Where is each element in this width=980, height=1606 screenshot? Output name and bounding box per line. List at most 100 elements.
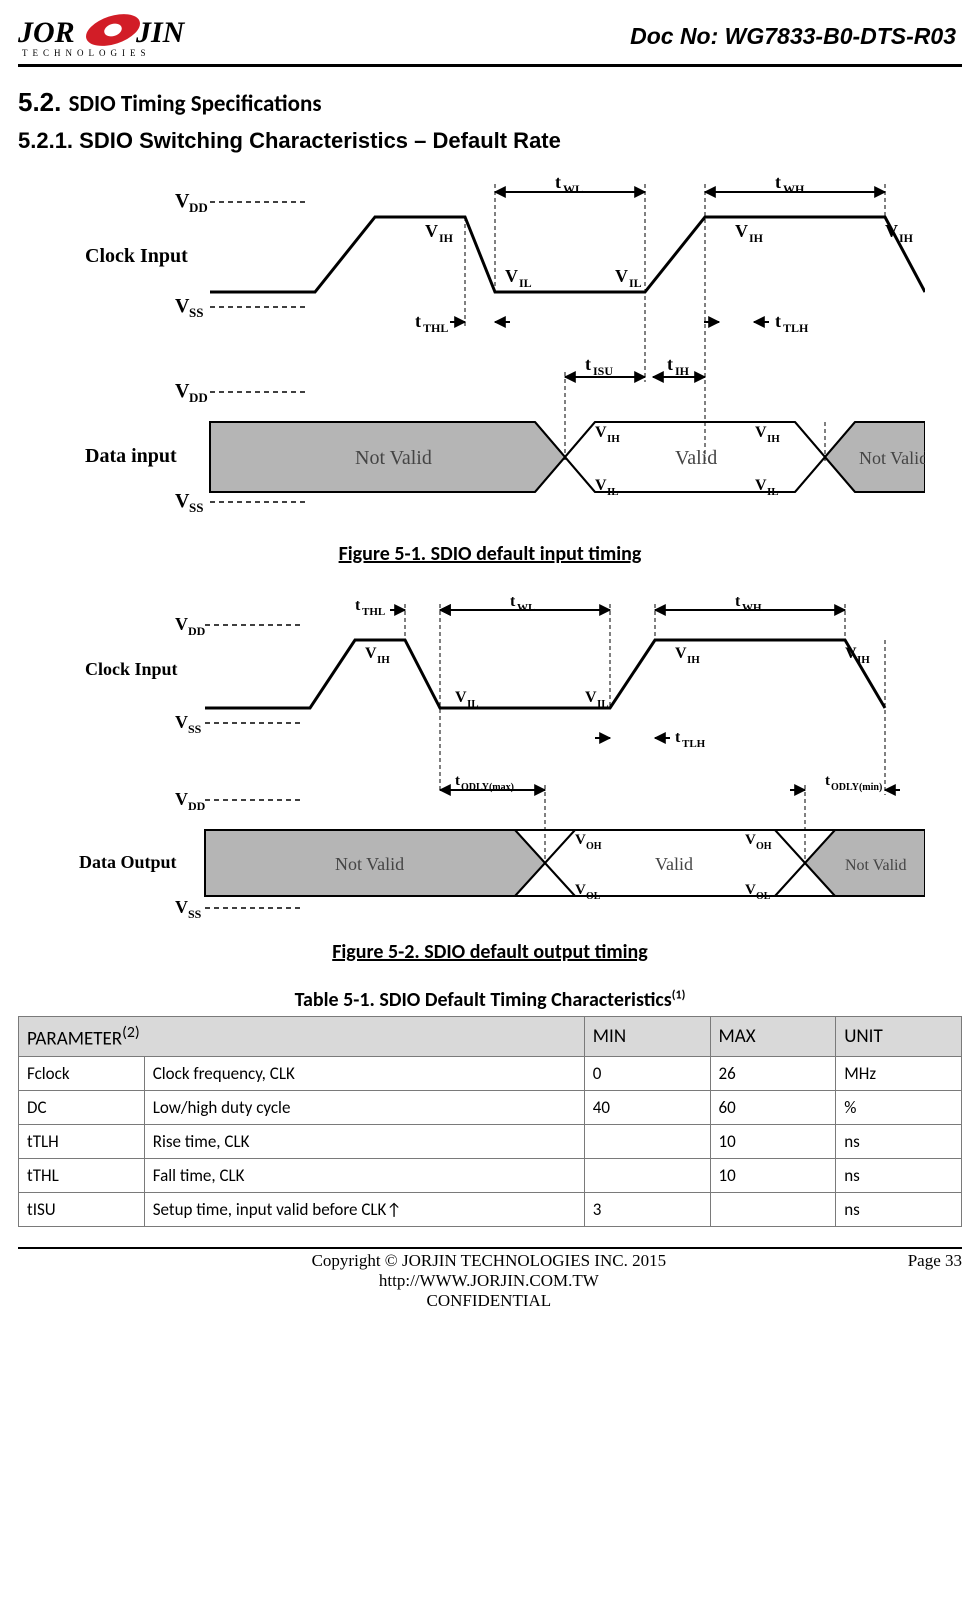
cell-min: 3 [584,1193,710,1227]
figure-5-2-caption: Figure 5-2. SDIO default output timing [18,940,962,964]
table-row: tISU Setup time, input valid before CLK↑… [19,1193,962,1227]
svg-text:V: V [845,645,857,662]
svg-text:V: V [575,882,586,898]
svg-text:SS: SS [189,305,203,320]
svg-text:JOR: JOR [18,16,75,49]
cell-max [710,1193,836,1227]
subsection-number: 5.2.1. [18,128,73,153]
svg-text:t: t [675,729,681,746]
cell-max: 10 [710,1125,836,1159]
svg-text:Not Valid: Not Valid [335,854,404,874]
svg-text:IH: IH [607,433,620,445]
svg-text:V: V [595,424,607,441]
svg-text:V: V [175,380,190,402]
svg-text:Data input: Data input [85,445,177,467]
svg-text:IL: IL [519,276,532,290]
svg-text:t: t [775,311,781,331]
svg-text:OL: OL [586,891,601,902]
table-header-row: PARAMETER(2) MIN MAX UNIT [19,1017,962,1057]
th-parameter-sup: (2) [122,1023,140,1042]
cell-unit: ns [836,1125,962,1159]
svg-text:Not Valid: Not Valid [859,448,925,468]
svg-text:IH: IH [675,364,690,378]
svg-text:OH: OH [756,841,772,852]
svg-text:V: V [175,897,188,917]
subsection-title: SDIO Switching Characteristics – Default… [79,128,561,153]
th-max: MAX [710,1017,836,1057]
svg-text:V: V [365,645,377,662]
figure-5-1-caption: Figure 5-1. SDIO default input timing [18,542,962,566]
svg-text:Not Valid: Not Valid [845,857,906,874]
svg-text:DD: DD [188,624,206,638]
svg-text:IL: IL [629,276,642,290]
table-caption-sup: (1) [672,988,686,1002]
table-5-1: PARAMETER(2) MIN MAX UNIT Fclock Clock f… [18,1016,962,1227]
svg-text:Clock Input: Clock Input [85,245,188,267]
svg-text:V: V [885,221,898,241]
svg-text:t: t [555,172,561,192]
svg-text:ODLY(min): ODLY(min) [831,782,882,793]
svg-text:t: t [455,773,460,789]
svg-text:V: V [745,882,756,898]
cell-desc: Clock frequency, CLK [144,1057,584,1091]
svg-text:IH: IH [749,231,764,245]
svg-text:IH: IH [439,231,454,245]
cell-min: 0 [584,1057,710,1091]
svg-text:t: t [585,354,591,374]
svg-text:JIN: JIN [135,16,186,49]
footer-page-number: Page 33 [900,1251,962,1311]
svg-text:IH: IH [687,654,700,666]
svg-text:Data Output: Data Output [79,852,177,872]
cell-unit: ns [836,1159,962,1193]
svg-text:OL: OL [756,891,771,902]
page: JOR JIN TECHNOLOGIES Doc No: WG7833-B0-D… [0,0,980,1311]
svg-text:SS: SS [188,722,202,736]
th-unit: UNIT [836,1017,962,1057]
svg-text:ODLY(max): ODLY(max) [461,782,514,793]
footer-copyright: Copyright © JORJIN TECHNOLOGIES INC. 201… [78,1251,900,1271]
svg-text:THL: THL [362,606,385,618]
svg-text:IL: IL [597,698,609,710]
table-row: DC Low/high duty cycle 40 60 % [19,1091,962,1125]
svg-text:Not Valid: Not Valid [355,447,432,469]
svg-text:TLH: TLH [783,321,809,335]
svg-text:t: t [510,593,516,610]
figure-5-1-diagram: VDD VSS Clock Input VIH VIH VIH VIL VIL … [55,172,925,532]
svg-text:V: V [585,689,597,706]
table-row: Fclock Clock frequency, CLK 0 26 MHz [19,1057,962,1091]
svg-text:t: t [735,593,741,610]
cell-desc: Low/high duty cycle [144,1091,584,1125]
svg-text:V: V [175,712,188,732]
svg-text:t: t [775,172,781,192]
svg-text:V: V [755,477,767,494]
svg-text:TECHNOLOGIES: TECHNOLOGIES [22,48,151,58]
svg-text:WL: WL [563,182,583,196]
svg-text:t: t [825,773,830,789]
svg-text:ISU: ISU [593,364,613,378]
svg-text:WH: WH [783,182,805,196]
doc-number: Doc No: WG7833-B0-DTS-R03 [630,23,962,50]
svg-text:V: V [425,221,438,241]
cell-sym: tISU [19,1193,145,1227]
svg-text:TLH: TLH [682,738,706,750]
svg-text:DD: DD [188,799,206,813]
svg-text:V: V [175,190,190,212]
svg-text:V: V [505,266,518,286]
cell-min [584,1159,710,1193]
svg-text:DD: DD [189,390,208,405]
svg-text:t: t [355,597,361,614]
table-5-1-caption: Table 5-1. SDIO Default Timing Character… [18,988,962,1012]
svg-text:V: V [615,266,628,286]
footer-url: http://WWW.JORJIN.COM.TW [78,1271,900,1291]
svg-text:V: V [455,689,467,706]
section-5-2-1-heading: 5.2.1. SDIO Switching Characteristics – … [18,128,962,154]
table-row: tTHL Fall time, CLK 10 ns [19,1159,962,1193]
svg-text:V: V [595,477,607,494]
svg-text:Valid: Valid [675,447,717,469]
logo: JOR JIN TECHNOLOGIES [18,12,218,60]
page-header: JOR JIN TECHNOLOGIES Doc No: WG7833-B0-D… [18,12,962,67]
svg-text:IH: IH [767,433,780,445]
cell-sym: Fclock [19,1057,145,1091]
logo-svg: JOR JIN TECHNOLOGIES [18,12,218,60]
cell-unit: % [836,1091,962,1125]
